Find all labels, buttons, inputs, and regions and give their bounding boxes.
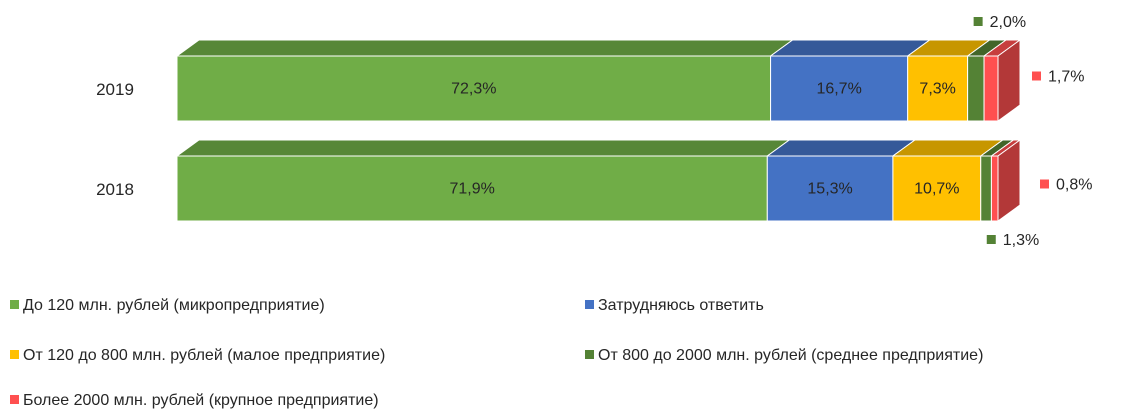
bar bbox=[766, 155, 894, 222]
value-label: 10,7% bbox=[914, 181, 959, 198]
value-label: 72,3% bbox=[451, 81, 496, 98]
value-label: 71,9% bbox=[449, 181, 494, 198]
bar bbox=[892, 155, 982, 222]
label-marker bbox=[1032, 71, 1041, 81]
legend-marker bbox=[585, 300, 594, 309]
bar-top bbox=[765, 139, 917, 157]
bar-top bbox=[175, 39, 795, 57]
value-label: 7,3% bbox=[919, 81, 955, 98]
bar bbox=[983, 55, 999, 122]
bar bbox=[907, 55, 969, 122]
legend-label: Более 2000 млн. рублей (крупное предприя… bbox=[23, 392, 379, 409]
category-label: 2018 bbox=[96, 180, 134, 199]
bar bbox=[980, 155, 992, 222]
legend-label: От 120 до 800 млн. рублей (малое предпри… bbox=[23, 347, 385, 364]
value-label: 16,7% bbox=[816, 81, 861, 98]
legend-marker bbox=[585, 350, 594, 359]
legend-marker bbox=[10, 300, 19, 309]
value-label: 0,8% bbox=[1056, 177, 1092, 194]
value-label: 2,0% bbox=[990, 14, 1026, 31]
legend-label: Затрудняюсь ответить bbox=[598, 297, 764, 314]
bar bbox=[176, 55, 772, 122]
label-marker bbox=[986, 235, 996, 244]
bar-top bbox=[769, 39, 932, 57]
value-label: 1,7% bbox=[1048, 69, 1084, 86]
legend-label: От 800 до 2000 млн. рублей (среднее пред… bbox=[598, 347, 983, 364]
value-label: 15,3% bbox=[807, 181, 852, 198]
bar bbox=[770, 55, 909, 122]
label-marker bbox=[1040, 179, 1049, 189]
bar-side bbox=[997, 139, 1021, 222]
bar bbox=[967, 55, 985, 122]
legend-marker bbox=[10, 395, 19, 404]
bar-side bbox=[997, 39, 1021, 122]
bar bbox=[176, 155, 768, 222]
value-label: 1,3% bbox=[1003, 232, 1039, 249]
label-marker bbox=[973, 17, 983, 26]
legend-label: До 120 млн. рублей (микропредприятие) bbox=[23, 297, 325, 314]
bar-top bbox=[175, 139, 791, 157]
legend-marker bbox=[10, 350, 19, 359]
bar bbox=[990, 155, 999, 222]
category-label: 2019 bbox=[96, 80, 134, 99]
